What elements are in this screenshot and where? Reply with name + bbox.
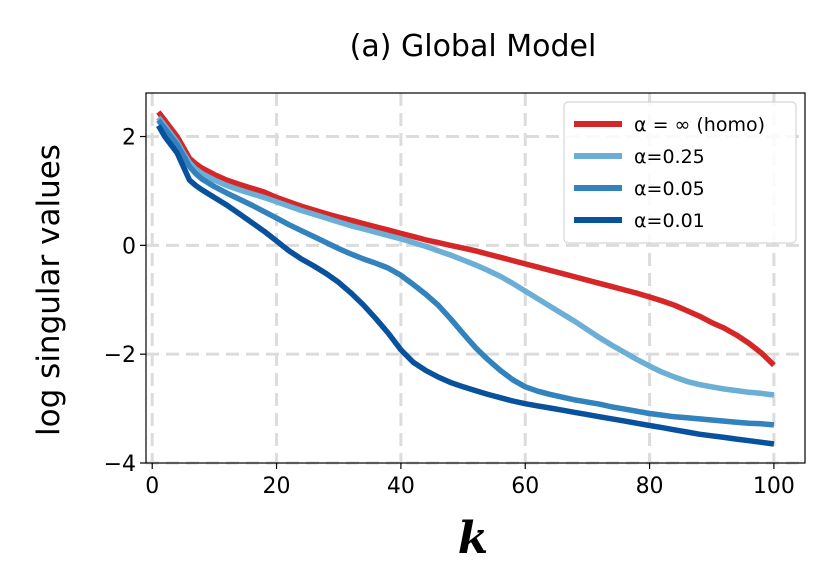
x-tick-label-4: 80 xyxy=(636,474,664,499)
legend: α = ∞ (homo) α=0.25 α=0.05 α=0.01 xyxy=(563,101,797,244)
series-layer xyxy=(156,110,776,447)
x-tick-label-5: 100 xyxy=(753,474,795,499)
legend-box xyxy=(563,101,797,244)
y-axis: −4 −2 0 2 xyxy=(104,126,146,477)
legend-label-3: α=0.01 xyxy=(634,210,705,232)
chart-title: (a) Global Model xyxy=(350,29,597,64)
legend-label-1: α=0.25 xyxy=(634,146,705,168)
series-line-1 xyxy=(156,115,775,398)
y-tick-label-1: −2 xyxy=(104,343,136,368)
y-tick-label-3: 2 xyxy=(122,126,136,151)
x-tick-label-1: 20 xyxy=(263,474,291,499)
x-tick-label-0: 0 xyxy=(145,474,159,499)
x-tick-label-3: 60 xyxy=(511,474,539,499)
legend-label-2: α=0.05 xyxy=(634,178,705,200)
legend-label-0: α = ∞ (homo) xyxy=(634,114,765,136)
x-axis: 0 20 40 60 80 100 xyxy=(145,463,795,499)
y-axis-label: log singular values xyxy=(31,144,67,436)
y-tick-label-0: −4 xyxy=(104,452,136,477)
plot-frame xyxy=(145,92,806,464)
series-line-0 xyxy=(156,110,776,368)
y-tick-label-2: 0 xyxy=(122,234,136,259)
x-tick-label-2: 40 xyxy=(387,474,415,499)
series-line-2 xyxy=(156,118,775,428)
series-line-3 xyxy=(156,124,775,447)
x-axis-label: k xyxy=(458,513,489,562)
